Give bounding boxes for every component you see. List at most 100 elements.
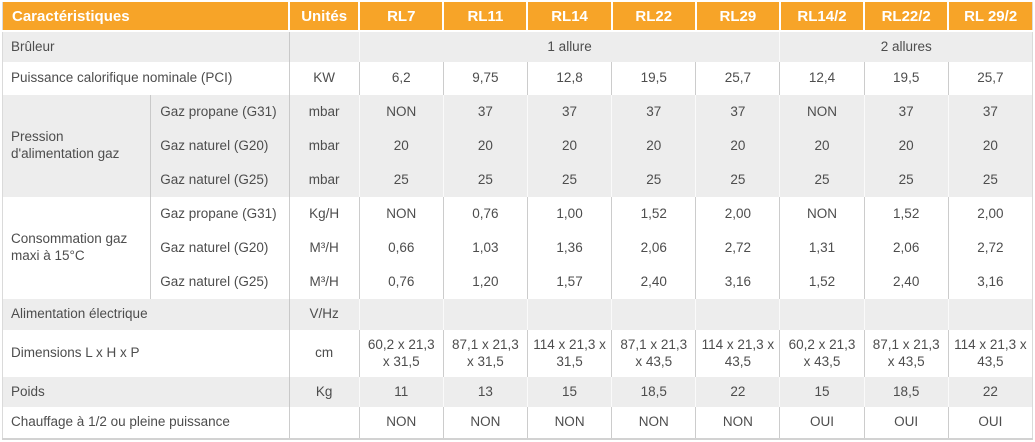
bruleur-1-allure: 1 allure — [359, 31, 781, 62]
cell-value: 25 — [359, 163, 444, 197]
cell-value — [864, 299, 949, 330]
sublabel-gaz-propane-g31: Gaz propane (G31) — [150, 197, 290, 231]
row-consommation-g31: Consommation gaz maxi à 15°C Gaz propane… — [2, 197, 1033, 299]
unit-cell: cm — [289, 330, 360, 377]
unit-cell: KW — [289, 62, 360, 95]
cell-value: 1,20 — [443, 265, 528, 299]
cell-value: 1,36 — [527, 231, 613, 265]
cell-value: 25 — [527, 163, 613, 197]
row-label-poids: Poids — [2, 377, 290, 407]
cell-value: 2,72 — [695, 231, 781, 265]
cell-value: 2,00 — [948, 197, 1033, 231]
row-pression-g20: Gaz naturel (G20) mbar 20 20 20 20 20 20… — [3, 129, 1033, 163]
unit-cell: M³/H — [289, 231, 360, 265]
cell-value: NON — [779, 197, 865, 231]
table-header: Caractéristiques Unités RL7 RL11 RL14 RL… — [2, 2, 1033, 32]
cell-value: 37 — [443, 95, 528, 129]
header-model-rl22-2: RL22/2 — [864, 2, 950, 32]
cell-value: 2,40 — [864, 265, 949, 299]
unit-cell: mbar — [289, 95, 360, 129]
cell-value: NON — [527, 407, 613, 439]
cell-value: 37 — [527, 95, 613, 129]
row-label-pression: Pression d'alimentation gaz — [2, 95, 152, 197]
row-consommation-g25: Gaz naturel (G25) M³/H 0,76 1,20 1,57 2,… — [3, 265, 1033, 299]
cell-value: 37 — [948, 95, 1033, 129]
cell-value: 19,5 — [864, 62, 949, 95]
cell-value: 20 — [611, 129, 697, 163]
cell-value: 2,72 — [948, 231, 1033, 265]
cell-value: 25,7 — [695, 62, 781, 95]
cell-value: 20 — [779, 129, 865, 163]
cell-value: 87,1 x 21,3 x 43,5 — [864, 330, 949, 377]
cell-value: 25 — [611, 163, 697, 197]
row-bruleur: Brûleur 1 allure 2 allures — [2, 31, 1033, 62]
cell-value: NON — [695, 407, 781, 439]
row-label-consommation: Consommation gaz maxi à 15°C — [2, 197, 152, 299]
header-caracteristiques: Caractéristiques — [2, 2, 291, 32]
cell-value: 25,7 — [948, 62, 1033, 95]
cell-value: 18,5 — [864, 377, 949, 407]
cell-value: 1,52 — [864, 197, 949, 231]
unit-cell: Kg/H — [289, 197, 360, 231]
cell-value: 37 — [611, 95, 697, 129]
bruleur-2-allures: 2 allures — [779, 31, 1033, 62]
sublabel-gaz-naturel-g20: Gaz naturel (G20) — [150, 129, 290, 163]
cell-value: 87,1 x 21,3 x 43,5 — [611, 330, 697, 377]
header-row: Caractéristiques Unités RL7 RL11 RL14 RL… — [2, 2, 1033, 32]
cell-value: 20 — [948, 129, 1033, 163]
cell-value: 6,2 — [359, 62, 444, 95]
cell-value: NON — [611, 407, 697, 439]
unit-cell: mbar — [289, 163, 360, 197]
cell-value — [695, 299, 781, 330]
cell-value: 3,16 — [948, 265, 1033, 299]
cell-value: 15 — [779, 377, 865, 407]
cell-value: 12,4 — [779, 62, 865, 95]
cell-value: OUI — [948, 407, 1033, 439]
cell-value: 20 — [864, 129, 949, 163]
row-label-puissance: Puissance calorifique nominale (PCI) — [2, 62, 290, 95]
cell-value: 11 — [359, 377, 444, 407]
cell-value: 114 x 21,3 x 43,5 — [948, 330, 1033, 377]
cell-value: NON — [779, 95, 865, 129]
row-alimentation: Alimentation électrique V/Hz — [2, 299, 1033, 330]
cell-value: 60,2 x 21,3 x 31,5 — [359, 330, 444, 377]
cell-value: 3,16 — [695, 265, 781, 299]
cell-value: 0,76 — [443, 197, 528, 231]
row-label-bruleur: Brûleur — [2, 31, 290, 62]
header-model-rl29: RL29 — [695, 2, 781, 32]
sublabel-gaz-naturel-g25: Gaz naturel (G25) — [150, 163, 290, 197]
cell-value: 20 — [359, 129, 444, 163]
cell-value: 25 — [864, 163, 949, 197]
cell-value: 19,5 — [611, 62, 697, 95]
row-label-chauffage: Chauffage à 1/2 ou pleine puissance — [2, 407, 290, 439]
cell-value: NON — [359, 407, 444, 439]
cell-value: 1,31 — [779, 231, 865, 265]
cell-value: 25 — [948, 163, 1033, 197]
cell-value: 1,52 — [611, 197, 697, 231]
row-consommation-g20: Gaz naturel (G20) M³/H 0,66 1,03 1,36 2,… — [3, 231, 1033, 265]
unit-cell: mbar — [289, 129, 360, 163]
cell-value: 25 — [443, 163, 528, 197]
unit-cell: V/Hz — [289, 299, 360, 330]
sublabel-gaz-naturel-g20: Gaz naturel (G20) — [150, 231, 290, 265]
cell-value: 20 — [695, 129, 781, 163]
cell-value: OUI — [779, 407, 865, 439]
row-label-dimensions: Dimensions L x H x P — [2, 330, 290, 377]
cell-value: 60,2 x 21,3 x 43,5 — [779, 330, 865, 377]
cell-value: 1,00 — [527, 197, 613, 231]
cell-value: 25 — [779, 163, 865, 197]
cell-value: 2,40 — [611, 265, 697, 299]
cell-value: 20 — [527, 129, 613, 163]
sublabel-gaz-naturel-g25: Gaz naturel (G25) — [150, 265, 290, 299]
cell-value: 15 — [527, 377, 613, 407]
cell-value: 0,76 — [359, 265, 444, 299]
cell-value: OUI — [864, 407, 949, 439]
unit-cell: Kg — [289, 377, 360, 407]
cell-value — [359, 299, 444, 330]
row-poids: Poids Kg 11 13 15 18,5 22 15 18,5 22 — [2, 377, 1033, 407]
cell-value: 1,57 — [527, 265, 613, 299]
row-chauffage: Chauffage à 1/2 ou pleine puissance NON … — [2, 407, 1033, 439]
cell-value: 13 — [443, 377, 528, 407]
cell-value — [527, 299, 613, 330]
